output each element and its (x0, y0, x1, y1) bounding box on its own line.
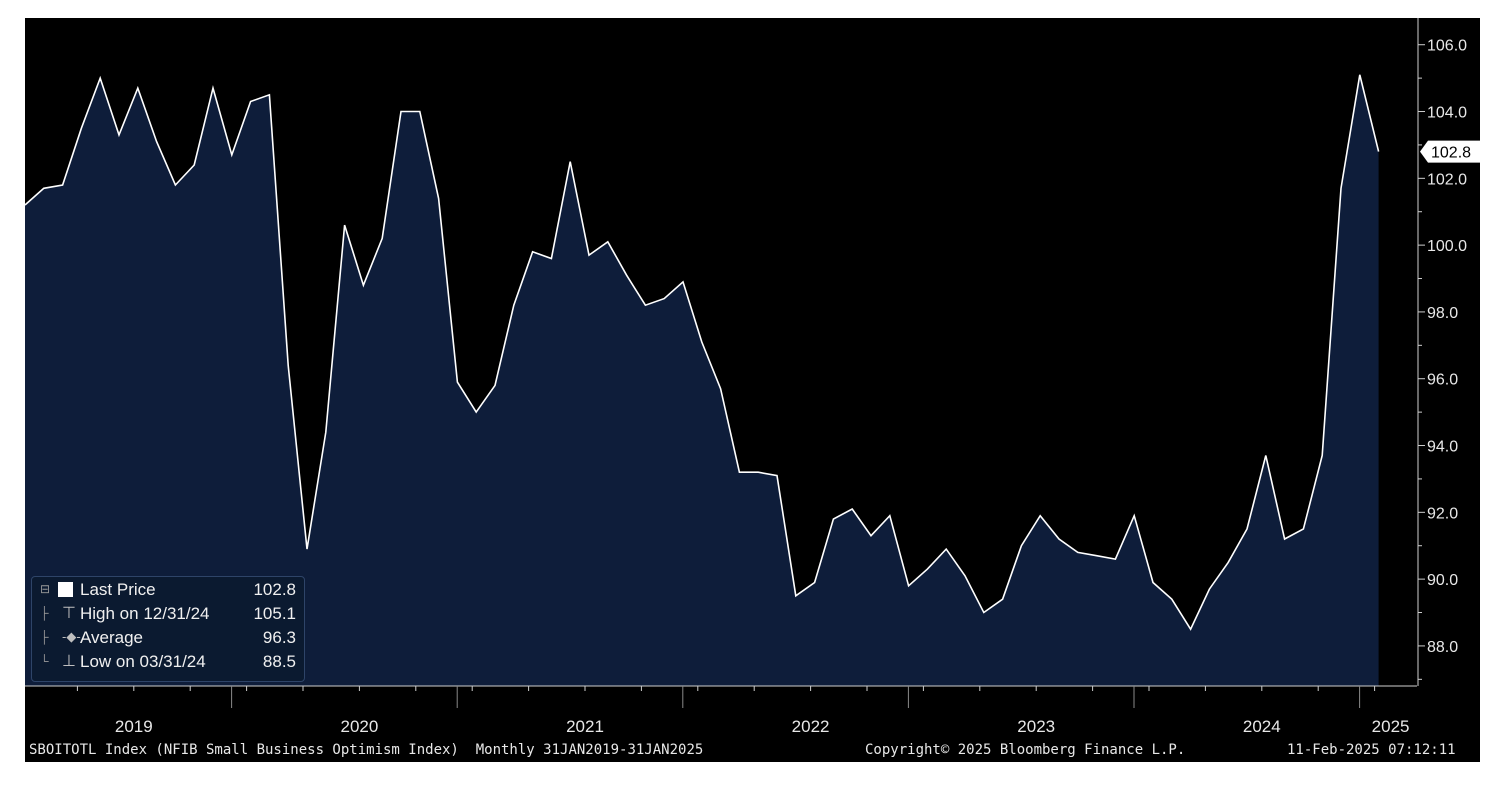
y-tick-label: 96.0 (1427, 372, 1458, 389)
legend-value: 105.1 (253, 604, 296, 623)
low-marker-icon: ⊥ (62, 653, 76, 670)
y-tick-label: 92.0 (1427, 505, 1458, 522)
x-year-label: 2020 (340, 717, 378, 736)
x-year-label: 2023 (1017, 717, 1055, 736)
last-value-label: 102.8 (1431, 145, 1471, 162)
x-year-label: 2019 (115, 717, 153, 736)
chart-frame: 106.0 104.0 102.0 100.0 98.0 96.0 94.0 92.0 90.0… (25, 18, 1480, 762)
legend-row-low: └ ⊥ Low on 03/31/24 88.5 (32, 651, 304, 673)
series-description: SBOITOTL Index (NFIB Small Business Opti… (29, 742, 704, 758)
legend-value: 96.3 (262, 628, 296, 647)
legend-value: 88.5 (262, 652, 296, 671)
last-value-tag (1420, 140, 1480, 163)
average-marker-icon: -◆- (62, 629, 81, 644)
chart-footer: SBOITOTL Index (NFIB Small Business Opti… (25, 742, 1480, 762)
y-tick-label: 102.0 (1427, 171, 1467, 188)
x-year-label: 2022 (792, 717, 830, 736)
legend-value: 102.8 (253, 580, 296, 599)
legend-label: High on 12/31/24 (80, 604, 210, 623)
x-year-label: 2025 (1372, 717, 1410, 736)
y-tick-label: 104.0 (1427, 105, 1467, 122)
tree-branch-icon: ├ (40, 606, 49, 620)
tree-branch-icon: ├ (40, 630, 49, 644)
legend-label: Low on 03/31/24 (80, 652, 206, 671)
y-tick-label: 94.0 (1427, 439, 1458, 456)
tree-end-icon: └ (40, 654, 49, 668)
legend-swatch (58, 582, 73, 597)
chart-svg: 106.0 104.0 102.0 100.0 98.0 96.0 94.0 92.0 90.0… (25, 18, 1480, 736)
y-tick-label: 98.0 (1427, 305, 1458, 322)
high-marker-icon: ⊤ (62, 605, 76, 622)
series-area (25, 74, 1379, 687)
series-line (25, 74, 1380, 631)
x-year-label: 2021 (566, 717, 604, 736)
collapse-icon: ⊟ (40, 582, 51, 596)
legend-row-high: ├ ⊤ High on 12/31/24 105.1 (32, 603, 304, 625)
timestamp: 11-Feb-2025 07:12:11 (1287, 742, 1456, 758)
y-tick-label: 100.0 (1427, 238, 1467, 255)
legend-label: Average (80, 628, 144, 647)
y-tick-label: 90.0 (1427, 572, 1458, 589)
copyright-notice: Copyright© 2025 Bloomberg Finance L.P. (865, 742, 1186, 758)
y-tick-label: 88.0 (1427, 639, 1458, 656)
x-year-label: 2024 (1243, 717, 1281, 736)
legend-label: Last Price (80, 580, 156, 599)
legend-row-average: ├ -◆- Average 96.3 (32, 627, 304, 649)
legend-row-last-price: ⊟ Last Price 102.8 (32, 579, 304, 601)
chart-legend: ⊟ Last Price 102.8 ├ ⊤ High on 12/31/24 … (31, 576, 305, 682)
y-tick-label: 106.0 (1427, 38, 1467, 55)
